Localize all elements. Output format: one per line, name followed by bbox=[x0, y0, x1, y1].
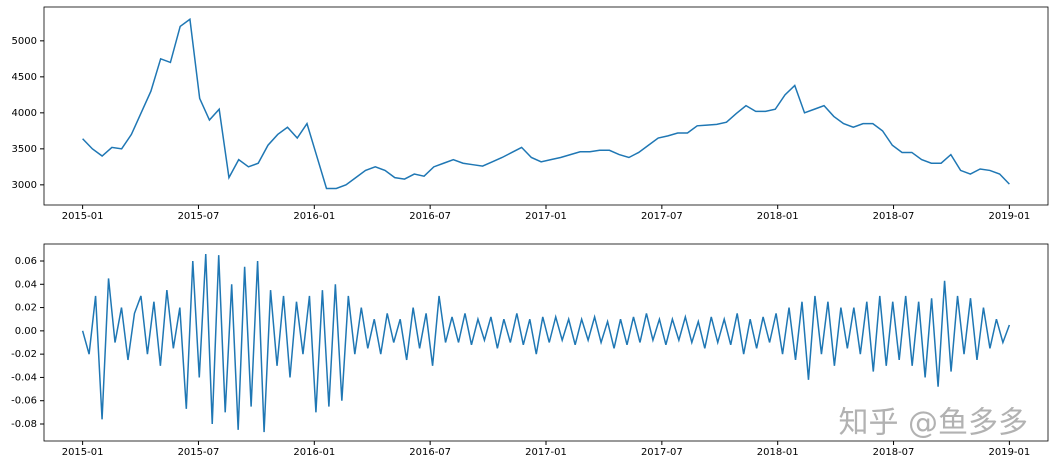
x-tick-label: 2018-01 bbox=[757, 211, 799, 222]
x-tick-label: 2017-01 bbox=[525, 211, 567, 222]
y-tick-label: 3000 bbox=[12, 180, 37, 191]
y-tick-label: -0.08 bbox=[11, 419, 37, 430]
x-tick-label: 2015-01 bbox=[62, 211, 104, 222]
x-tick-label: 2018-01 bbox=[757, 447, 799, 458]
y-tick-label: 0.02 bbox=[15, 303, 37, 314]
x-tick-label: 2016-07 bbox=[409, 211, 451, 222]
x-tick-label: 2018-07 bbox=[873, 447, 915, 458]
plots: 2015-01 2015-07 2016-01 2016-07 2017-01 2017-… bbox=[11, 6, 1049, 458]
x-tick-label: 2015-07 bbox=[178, 211, 220, 222]
x-tick-label: 2018-07 bbox=[873, 211, 915, 222]
y-tick-label: 0.04 bbox=[15, 279, 37, 290]
x-tick-label: 2017-07 bbox=[641, 447, 683, 458]
x-tick-label: 2017-07 bbox=[641, 211, 683, 222]
axes-frame bbox=[43, 6, 1049, 206]
y-tick-label: 4500 bbox=[12, 72, 37, 83]
y-tick-label: 0.06 bbox=[15, 256, 37, 267]
x-tick-label: 2016-07 bbox=[409, 447, 451, 458]
x-tick-label: 2015-07 bbox=[178, 447, 220, 458]
y-tick-label: -0.04 bbox=[11, 372, 37, 383]
x-tick-label: 2016-01 bbox=[293, 447, 335, 458]
y-tick-label: 0.00 bbox=[15, 326, 37, 337]
y-tick-label: 3500 bbox=[12, 144, 37, 155]
data-line bbox=[82, 17, 1010, 190]
x-tick-label: 2019-01 bbox=[988, 211, 1030, 222]
data-line bbox=[81, 253, 1011, 433]
x-tick-label: 2015-01 bbox=[62, 447, 104, 458]
y-tick-label: 4000 bbox=[12, 108, 37, 119]
x-tick-label: 2017-01 bbox=[525, 447, 567, 458]
y-tick-label: 5000 bbox=[12, 36, 37, 47]
x-tick-label: 2019-01 bbox=[988, 447, 1030, 458]
y-tick-label: -0.06 bbox=[11, 396, 37, 407]
y-tick-label: -0.02 bbox=[11, 349, 37, 360]
watermark: 知乎 @鱼多多 bbox=[838, 406, 1028, 441]
x-tick-label: 2016-01 bbox=[293, 211, 335, 222]
